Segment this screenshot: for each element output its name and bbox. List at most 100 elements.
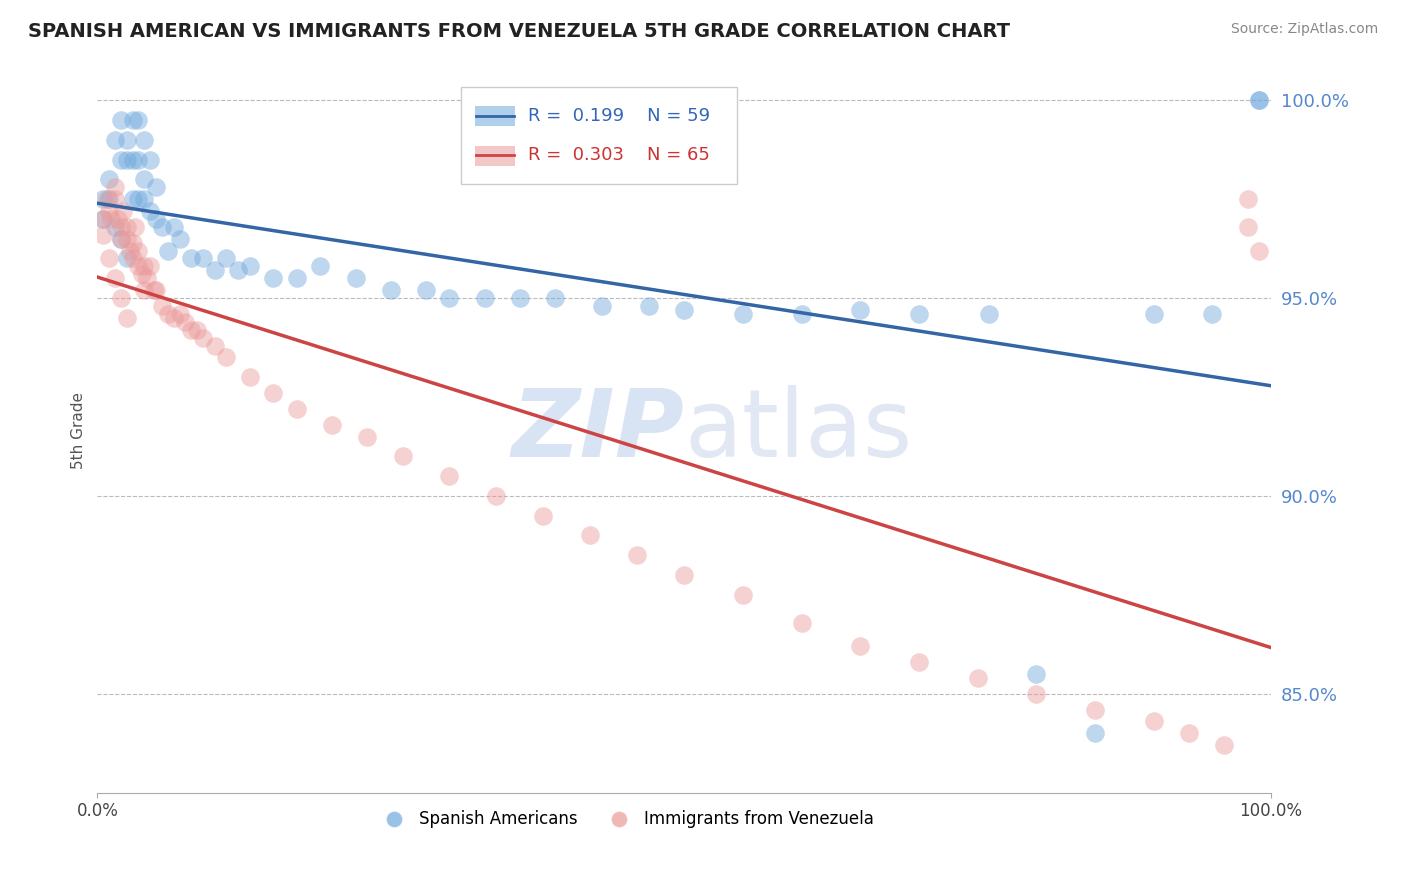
Point: [145, 283, 167, 297]
Point: [134, 133, 156, 147]
Text: atlas: atlas: [685, 384, 912, 476]
Point: [127, 192, 149, 206]
Point: [391, 450, 413, 464]
Point: [1236, 192, 1258, 206]
Point: [121, 235, 143, 250]
Point: [579, 528, 602, 542]
Point: [121, 153, 143, 167]
Text: ZIP: ZIP: [512, 384, 685, 476]
Point: [131, 267, 153, 281]
Point: [908, 655, 931, 669]
Point: [1213, 738, 1236, 752]
Point: [110, 112, 132, 127]
Point: [1178, 726, 1201, 740]
Point: [285, 401, 308, 416]
Point: [156, 307, 179, 321]
Y-axis label: 5th Grade: 5th Grade: [72, 392, 86, 469]
Point: [239, 370, 262, 384]
Text: R =  0.199    N = 59: R = 0.199 N = 59: [529, 106, 710, 125]
Point: [134, 192, 156, 206]
Point: [115, 252, 138, 266]
Point: [91, 192, 114, 206]
Point: [215, 351, 238, 365]
Point: [104, 192, 127, 206]
Point: [979, 307, 1001, 321]
Point: [98, 204, 121, 219]
Point: [134, 283, 156, 297]
Point: [120, 244, 142, 258]
Point: [204, 263, 226, 277]
Point: [1236, 219, 1258, 234]
Point: [124, 219, 146, 234]
Point: [98, 192, 121, 206]
Point: [139, 153, 162, 167]
Point: [150, 299, 173, 313]
Point: [127, 260, 149, 274]
Point: [226, 263, 249, 277]
Point: [591, 299, 613, 313]
Point: [110, 291, 132, 305]
Point: [163, 219, 186, 234]
Text: SPANISH AMERICAN VS IMMIGRANTS FROM VENEZUELA 5TH GRADE CORRELATION CHART: SPANISH AMERICAN VS IMMIGRANTS FROM VENE…: [28, 22, 1010, 41]
Point: [215, 252, 238, 266]
Point: [139, 260, 162, 274]
Point: [356, 429, 378, 443]
Point: [121, 192, 143, 206]
Point: [115, 310, 138, 325]
Point: [1025, 687, 1047, 701]
Point: [731, 307, 754, 321]
Point: [110, 219, 132, 234]
Text: R =  0.303    N = 65: R = 0.303 N = 65: [529, 146, 710, 164]
Point: [180, 252, 202, 266]
Point: [415, 283, 437, 297]
Point: [262, 271, 284, 285]
Point: [96, 192, 118, 206]
Point: [98, 172, 121, 186]
Point: [1084, 726, 1107, 740]
Point: [191, 252, 214, 266]
Point: [104, 133, 127, 147]
Point: [115, 133, 138, 147]
FancyBboxPatch shape: [475, 106, 515, 127]
Point: [169, 307, 191, 321]
Text: Source: ZipAtlas.com: Source: ZipAtlas.com: [1230, 22, 1378, 37]
Point: [731, 588, 754, 602]
Point: [1249, 93, 1271, 107]
Point: [239, 260, 262, 274]
Point: [186, 323, 208, 337]
Point: [134, 260, 156, 274]
Point: [1201, 307, 1223, 321]
Point: [134, 172, 156, 186]
Point: [121, 112, 143, 127]
Point: [91, 211, 114, 226]
Point: [262, 386, 284, 401]
Point: [180, 323, 202, 337]
Point: [531, 508, 554, 523]
Point: [112, 204, 135, 219]
Point: [110, 232, 132, 246]
Legend: Spanish Americans, Immigrants from Venezuela: Spanish Americans, Immigrants from Venez…: [370, 804, 880, 835]
Point: [673, 568, 696, 582]
Point: [156, 244, 179, 258]
Point: [849, 639, 872, 653]
Point: [344, 271, 367, 285]
Point: [309, 260, 332, 274]
Point: [104, 180, 127, 194]
Point: [115, 153, 138, 167]
Point: [908, 307, 931, 321]
Point: [1143, 714, 1166, 729]
Point: [121, 252, 143, 266]
Point: [439, 469, 461, 483]
Point: [139, 204, 162, 219]
Point: [1143, 307, 1166, 321]
Point: [91, 227, 114, 242]
Point: [544, 291, 567, 305]
Point: [145, 211, 167, 226]
FancyBboxPatch shape: [461, 87, 737, 185]
Point: [638, 299, 661, 313]
Point: [142, 283, 165, 297]
Point: [98, 252, 121, 266]
Point: [91, 211, 114, 226]
Point: [110, 232, 132, 246]
Point: [127, 153, 149, 167]
